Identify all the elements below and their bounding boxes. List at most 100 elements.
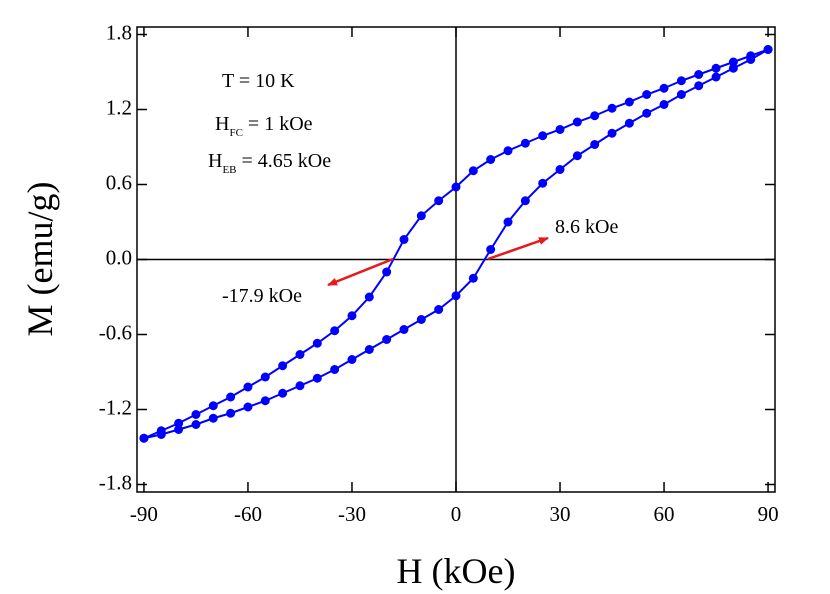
arrow bbox=[327, 257, 394, 287]
data-point bbox=[416, 315, 426, 324]
y-tick-label: -1.2 bbox=[99, 395, 132, 419]
annotation-subscript: FC bbox=[229, 127, 242, 139]
data-point bbox=[676, 90, 686, 99]
data-point bbox=[312, 338, 322, 348]
data-point bbox=[278, 388, 288, 398]
data-point bbox=[468, 273, 478, 283]
data-point bbox=[260, 372, 270, 382]
data-point bbox=[572, 117, 582, 127]
data-point bbox=[364, 292, 374, 302]
data-point bbox=[278, 361, 288, 371]
data-point bbox=[728, 63, 738, 73]
data-point bbox=[347, 355, 357, 364]
x-tick-label: 0 bbox=[451, 502, 462, 526]
annotation-symbol: H bbox=[215, 113, 229, 135]
data-point bbox=[642, 108, 652, 118]
annotation-heb: HEB = 4.65 kOe bbox=[208, 150, 331, 176]
data-point bbox=[711, 63, 721, 73]
data-point bbox=[728, 57, 738, 67]
data-point bbox=[295, 350, 305, 359]
data-point bbox=[399, 325, 409, 334]
data-point bbox=[382, 267, 392, 277]
data-point bbox=[555, 165, 565, 174]
plot-frame bbox=[136, 26, 776, 493]
annotation-text: = 1 kOe bbox=[243, 113, 313, 135]
data-point bbox=[191, 410, 201, 419]
y-tick-label: 1.2 bbox=[106, 95, 132, 119]
data-point bbox=[659, 100, 669, 109]
data-point bbox=[451, 291, 461, 301]
y-tick-label: 0.0 bbox=[106, 245, 132, 269]
data-point bbox=[330, 326, 340, 336]
data-point bbox=[434, 196, 444, 206]
annotation-text: = 4.65 kOe bbox=[237, 150, 332, 172]
y-tick-label: 1.8 bbox=[106, 20, 132, 44]
data-point bbox=[659, 83, 669, 93]
annotation-left-crossing: -17.9 kOe bbox=[222, 285, 302, 307]
data-point bbox=[295, 381, 305, 391]
x-axis-label: H (kOe) bbox=[397, 551, 516, 591]
data-point bbox=[590, 111, 600, 121]
data-point bbox=[590, 140, 600, 149]
data-point bbox=[694, 70, 704, 79]
annotation-subscript: EB bbox=[222, 164, 236, 176]
data-point bbox=[555, 125, 565, 134]
data-point bbox=[312, 373, 322, 383]
data-point bbox=[399, 235, 409, 244]
data-point bbox=[382, 335, 392, 344]
x-tick-label: 60 bbox=[654, 502, 675, 526]
data-point bbox=[174, 418, 184, 428]
annotation-right-crossing: 8.6 kOe bbox=[555, 216, 618, 238]
data-point bbox=[624, 97, 634, 107]
data-point bbox=[156, 430, 166, 439]
x-tick-label: 30 bbox=[550, 502, 571, 526]
data-point bbox=[208, 401, 218, 411]
data-point bbox=[486, 155, 496, 164]
data-point bbox=[451, 182, 461, 192]
data-point bbox=[364, 345, 374, 354]
data-point bbox=[347, 311, 357, 321]
data-point bbox=[538, 131, 548, 141]
y-axis-label: M (emu/g) bbox=[20, 182, 60, 337]
data-point bbox=[520, 138, 530, 148]
data-point bbox=[746, 55, 756, 64]
data-point bbox=[503, 146, 513, 156]
annotation-hfc: HFC = 1 kOe bbox=[215, 113, 313, 139]
data-point bbox=[139, 433, 149, 443]
data-point bbox=[226, 392, 236, 402]
x-tick-label: -90 bbox=[130, 502, 158, 526]
y-tick-label: 0.6 bbox=[106, 170, 132, 194]
data-point bbox=[468, 166, 478, 176]
data-point bbox=[607, 103, 617, 113]
data-point bbox=[486, 245, 496, 254]
data-point bbox=[174, 425, 184, 434]
x-tick-label: 90 bbox=[758, 502, 779, 526]
plot-area: 1.8 1.2 0.6 0.0 -0.6 -1.2 -1.8 -90 -60 -30 0 30 60 90 bbox=[99, 20, 779, 526]
x-tick-label: -60 bbox=[234, 502, 262, 526]
data-point bbox=[538, 178, 548, 188]
data-point bbox=[208, 413, 218, 423]
data-point bbox=[330, 365, 340, 374]
data-point bbox=[763, 45, 773, 54]
y-tick-label: -0.6 bbox=[99, 320, 132, 344]
data-point bbox=[243, 402, 253, 412]
annotation-temperature: T = 10 K bbox=[222, 70, 295, 92]
annotation-symbol: H bbox=[208, 150, 222, 172]
data-point bbox=[260, 396, 270, 406]
data-point bbox=[624, 118, 634, 128]
data-point bbox=[191, 420, 201, 429]
data-point bbox=[676, 76, 686, 86]
arrow bbox=[487, 236, 549, 261]
data-point bbox=[416, 211, 426, 221]
data-point bbox=[503, 217, 513, 227]
x-tick-label: -30 bbox=[338, 502, 366, 526]
data-point bbox=[694, 81, 704, 91]
data-point bbox=[642, 90, 652, 99]
data-point bbox=[226, 408, 236, 418]
y-tick-label: -1.8 bbox=[99, 470, 132, 494]
data-point bbox=[607, 128, 617, 138]
data-point bbox=[434, 305, 444, 314]
data-point bbox=[572, 151, 582, 161]
data-point bbox=[711, 72, 721, 82]
